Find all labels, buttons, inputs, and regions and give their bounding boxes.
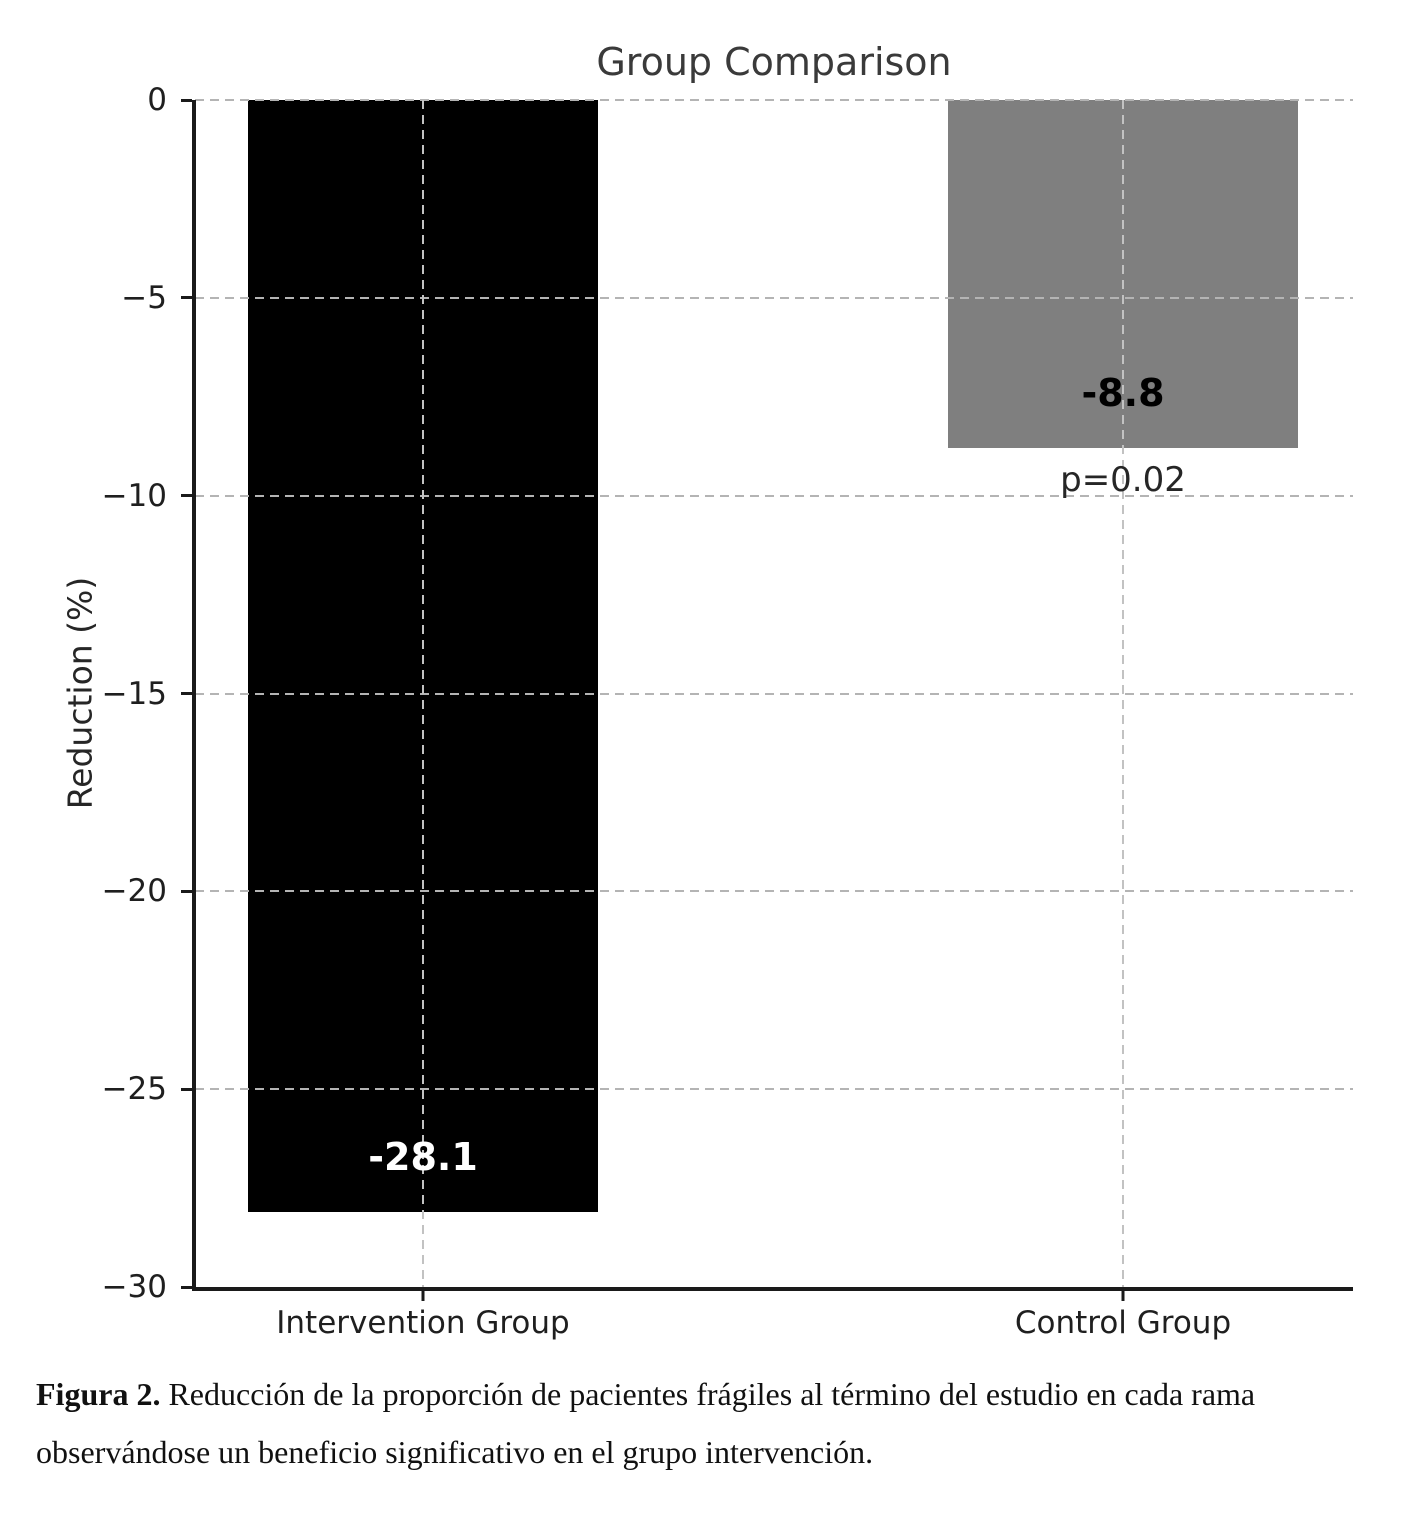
y-tick-mark bbox=[181, 1285, 192, 1289]
caption-text: Reducción de la proporción de pacientes … bbox=[36, 1376, 1256, 1470]
x-tick-mark-control bbox=[1121, 1291, 1125, 1301]
p-value-annotation: p=0.02 bbox=[1060, 460, 1186, 501]
y-gridline bbox=[195, 1088, 1353, 1091]
y-gridline bbox=[195, 99, 1353, 101]
y-tick-mark bbox=[181, 494, 192, 498]
y-tick-label: 0 bbox=[147, 82, 167, 118]
x-gridline bbox=[422, 100, 424, 1287]
y-tick-mark bbox=[181, 98, 192, 102]
x-tick-mark-intervention bbox=[421, 1291, 425, 1301]
x-gridline bbox=[1122, 100, 1124, 1287]
y-gridline bbox=[195, 494, 1353, 497]
chart-title: Group Comparison bbox=[596, 40, 952, 84]
y-gridline bbox=[195, 692, 1353, 695]
y-tick-label: −5 bbox=[121, 279, 167, 316]
y-tick-mark bbox=[181, 889, 192, 893]
x-axis-spine bbox=[192, 1287, 1353, 1291]
y-tick-mark bbox=[181, 296, 192, 300]
bar-value-label-intervention: -28.1 bbox=[368, 1134, 478, 1179]
y-tick-mark bbox=[181, 692, 192, 695]
y-tick-label: −10 bbox=[101, 477, 167, 514]
y-tick-label: −25 bbox=[101, 1071, 167, 1108]
caption-figure-number: Figura 2. bbox=[36, 1376, 161, 1412]
y-tick-mark bbox=[181, 1087, 192, 1091]
y-axis-spine bbox=[192, 100, 196, 1289]
y-gridline bbox=[195, 890, 1353, 893]
bar-value-label-control: -8.8 bbox=[1081, 371, 1165, 416]
y-gridline bbox=[195, 296, 1353, 299]
y-tick-label: −15 bbox=[101, 675, 167, 712]
x-tick-label-intervention: Intervention Group bbox=[276, 1305, 570, 1341]
figure-caption: Figura 2. Reducción de la proporción de … bbox=[36, 1366, 1401, 1481]
plot-area: -28.1 -8.8 p=0.02 Intervention Group Con… bbox=[102, 82, 1353, 1341]
y-tick-label: −20 bbox=[101, 873, 167, 910]
x-tick-label-control: Control Group bbox=[1014, 1305, 1232, 1341]
y-tick-label: −30 bbox=[101, 1269, 167, 1305]
